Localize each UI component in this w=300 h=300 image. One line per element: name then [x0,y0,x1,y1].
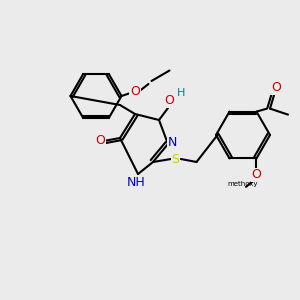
Text: O: O [252,168,261,182]
Text: S: S [172,152,179,166]
Text: O: O [165,94,174,107]
Text: O: O [96,134,105,148]
Text: H: H [177,88,186,98]
Text: O: O [130,85,140,98]
Text: O: O [271,81,281,94]
Text: NH: NH [127,176,146,190]
Text: methoxy: methoxy [228,181,258,187]
Text: N: N [168,136,177,149]
